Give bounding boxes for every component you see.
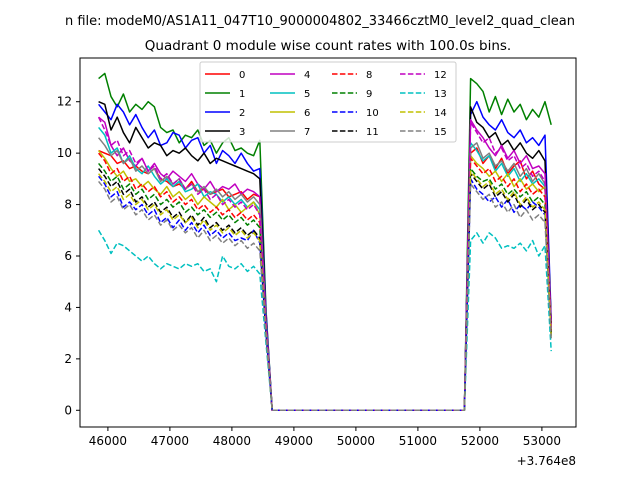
legend-label-4: 4 bbox=[304, 70, 310, 81]
legend-label-1: 1 bbox=[239, 89, 245, 100]
x-axis-offset-label: +3.764e8 bbox=[517, 454, 576, 468]
y-tick-label: 8 bbox=[64, 198, 72, 212]
series-line-11 bbox=[98, 168, 552, 412]
legend-label-3: 3 bbox=[239, 127, 245, 138]
legend-label-10: 10 bbox=[366, 108, 379, 119]
legend-label-8: 8 bbox=[366, 70, 372, 81]
legend-label-5: 5 bbox=[304, 89, 310, 100]
axes-frame bbox=[79, 57, 577, 428]
legend-label-15: 15 bbox=[434, 127, 447, 138]
x-tick-label: 53000 bbox=[523, 434, 561, 448]
series-line-15 bbox=[98, 180, 552, 412]
chart-suptitle: n file: modeM0/AS1A11_047T10_9000004802_… bbox=[65, 14, 575, 29]
y-axis-ticks: 0 2 4 6 8 10 12 bbox=[57, 95, 80, 417]
x-axis-ticks: 46000 47000 48000 49000 50000 51000 52000 53000 bbox=[89, 427, 561, 448]
legend-label-6: 6 bbox=[304, 108, 310, 119]
series-line-12 bbox=[97, 116, 552, 412]
legend-frame bbox=[199, 61, 457, 143]
chart-title: Quadrant 0 module wise count rates with … bbox=[145, 38, 511, 54]
legend-label-2: 2 bbox=[239, 108, 245, 119]
y-tick-label: 6 bbox=[64, 249, 72, 263]
x-tick-label: 48000 bbox=[213, 434, 251, 448]
y-tick-label: 0 bbox=[64, 403, 72, 417]
x-tick-label: 49000 bbox=[275, 434, 313, 448]
series-line-8 bbox=[98, 152, 552, 412]
x-tick-label: 51000 bbox=[399, 434, 437, 448]
x-tick-label: 50000 bbox=[337, 434, 375, 448]
legend-label-13: 13 bbox=[434, 89, 447, 100]
x-tick-label: 47000 bbox=[151, 434, 189, 448]
legend-label-14: 14 bbox=[434, 108, 447, 119]
y-tick-label: 12 bbox=[57, 95, 72, 109]
legend-label-11: 11 bbox=[366, 127, 379, 138]
legend-label-7: 7 bbox=[304, 127, 310, 138]
series-layer bbox=[97, 72, 552, 412]
legend-label-12: 12 bbox=[434, 70, 447, 81]
legend-label-9: 9 bbox=[366, 89, 372, 100]
x-tick-label: 46000 bbox=[89, 434, 127, 448]
legend-label-0: 0 bbox=[239, 70, 245, 81]
y-tick-label: 10 bbox=[57, 146, 72, 160]
y-tick-label: 2 bbox=[64, 352, 72, 366]
x-tick-label: 52000 bbox=[461, 434, 499, 448]
y-tick-label: 4 bbox=[64, 300, 72, 314]
